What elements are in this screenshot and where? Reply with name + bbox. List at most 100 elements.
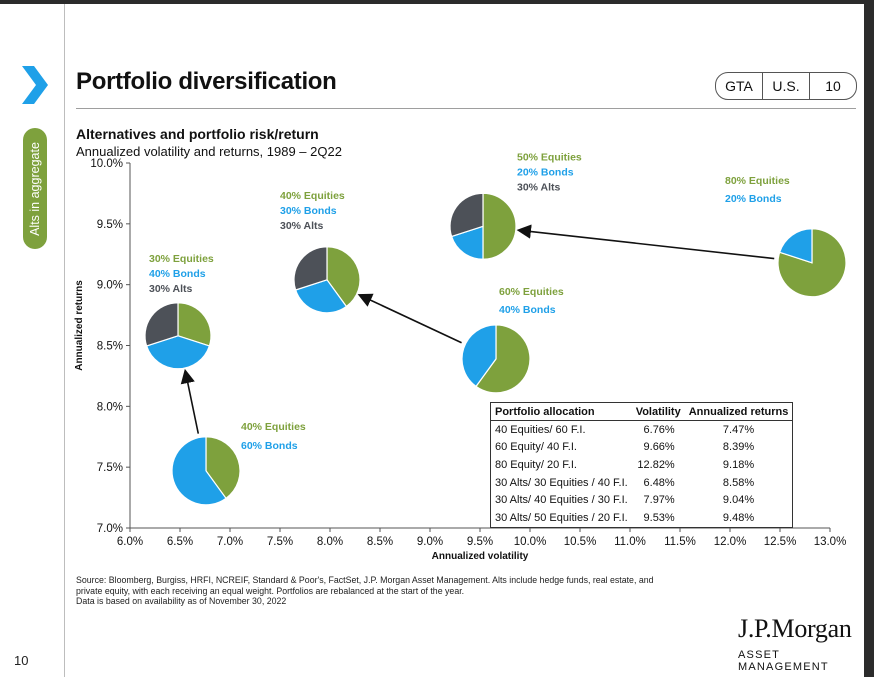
cell-allocation: 30 Alts/ 30 Equities / 40 F.I. bbox=[495, 476, 628, 489]
cell-volatility: 9.66% bbox=[643, 441, 675, 454]
pie-slice-equities bbox=[777, 228, 847, 298]
pie-slice-bonds bbox=[461, 324, 497, 388]
data-label: 60% Equities bbox=[499, 286, 564, 298]
pie-slice-bonds bbox=[145, 335, 211, 370]
cell-volatility: 9.53% bbox=[643, 511, 675, 524]
left-sidebar: Alts in aggregate 10 bbox=[0, 4, 65, 677]
cell-allocation: 80 Equity/ 20 F.I. bbox=[495, 458, 577, 471]
table-row: 30 Alts/ 40 Equities / 30 F.I. 7.97% 9.04% bbox=[491, 491, 793, 509]
cell-volatility: 7.97% bbox=[643, 494, 675, 507]
x-tick-label: 10.0% bbox=[514, 536, 547, 548]
y-tick-label: 9.0% bbox=[97, 280, 123, 292]
scatter-chart: 6.0% 6.5% 7.0% 7.5% 8.0% 8.5% 9.0% 9.5% 10.0% 10.… bbox=[74, 151, 847, 562]
data-label: 80% Equities bbox=[725, 175, 790, 187]
x-tick-label: 7.5% bbox=[267, 536, 293, 548]
pie-slice-alts bbox=[293, 246, 328, 291]
arrow bbox=[516, 224, 775, 260]
table-row: 80 Equity/ 20 F.I. 12.82% 9.18% bbox=[491, 456, 793, 474]
pie-slice-equities bbox=[177, 302, 212, 347]
cell-allocation: 30 Alts/ 50 Equities / 20 F.I. bbox=[495, 511, 628, 524]
x-tick-label: 9.5% bbox=[467, 536, 493, 548]
y-tick-label: 7.5% bbox=[97, 462, 123, 474]
cell-returns: 9.18% bbox=[722, 458, 755, 471]
x-tick-label: 11.5% bbox=[664, 536, 696, 548]
y-tick-label: 8.0% bbox=[97, 401, 123, 413]
pie-slice-equities bbox=[205, 436, 241, 500]
allocation-table: Portfolio allocation Volatility Annualiz… bbox=[490, 402, 794, 528]
chart-subtitle: Annualized volatility and returns, 1989 … bbox=[76, 144, 342, 159]
source-line: Source: Bloomberg, Burgiss, HRFI, NCREIF… bbox=[76, 575, 654, 585]
header-volatility: Volatility bbox=[631, 402, 685, 421]
x-tick-label: 6.5% bbox=[167, 536, 193, 548]
table-header-row: Portfolio allocation Volatility Annualiz… bbox=[490, 402, 793, 421]
slide: Alts in aggregate 10 Portfolio diversifi… bbox=[0, 4, 864, 677]
chart-title: Alternatives and portfolio risk/return bbox=[76, 126, 319, 142]
x-tick-label: 7.0% bbox=[217, 536, 243, 548]
data-label: 20% Bonds bbox=[517, 166, 574, 178]
data-label: 40% Equities bbox=[280, 190, 345, 202]
y-axis-title: Annualized returns bbox=[74, 280, 85, 371]
table-row: 60 Equity/ 40 F.I. 9.66% 8.39% bbox=[491, 439, 793, 457]
arrow bbox=[180, 368, 200, 434]
table-row: 30 Alts/ 50 Equities / 20 F.I. 9.53% 9.48% bbox=[491, 509, 793, 527]
y-tick-label: 7.0% bbox=[97, 523, 123, 535]
x-tick-label: 6.0% bbox=[117, 536, 143, 548]
data-label: 40% Bonds bbox=[149, 268, 206, 280]
x-tick-label: 9.0% bbox=[417, 536, 443, 548]
pie-slice-bonds bbox=[171, 436, 227, 506]
arrow bbox=[357, 293, 462, 344]
x-tick-label: 10.5% bbox=[564, 536, 597, 548]
tag-region[interactable]: U.S. bbox=[762, 73, 809, 99]
data-label: 40% Bonds bbox=[499, 304, 556, 316]
table-row: 30 Alts/ 30 Equities / 40 F.I. 6.48% 8.58% bbox=[491, 474, 793, 492]
y-tick-label: 9.5% bbox=[97, 219, 123, 231]
tag-group: GTA U.S. 10 bbox=[715, 72, 857, 100]
x-tick-label: 12.5% bbox=[764, 536, 797, 548]
header-allocation: Portfolio allocation bbox=[490, 402, 632, 421]
page-number: 10 bbox=[14, 653, 29, 668]
cell-allocation: 60 Equity/ 40 F.I. bbox=[495, 441, 577, 454]
tag-page[interactable]: 10 bbox=[809, 73, 856, 99]
x-tick-label: 13.0% bbox=[814, 536, 847, 548]
x-tick-label: 12.0% bbox=[714, 536, 747, 548]
data-label: 30% Alts bbox=[280, 220, 324, 232]
pie-slice-equities bbox=[475, 324, 531, 394]
data-label: 40% Equities bbox=[241, 421, 306, 433]
side-tab[interactable]: Alts in aggregate bbox=[23, 128, 47, 249]
x-tick-label: 8.0% bbox=[317, 536, 343, 548]
cell-volatility: 6.48% bbox=[643, 476, 675, 489]
cell-volatility: 6.76% bbox=[643, 423, 675, 436]
pie-slice-bonds bbox=[778, 228, 813, 264]
cell-returns: 8.58% bbox=[722, 476, 755, 489]
header-returns: Annualized returns bbox=[684, 402, 793, 421]
data-label: 30% Alts bbox=[149, 283, 193, 295]
data-label: 30% Alts bbox=[517, 181, 561, 193]
pie-slice-alts bbox=[449, 192, 484, 238]
logo-subtitle: ASSET MANAGEMENT bbox=[738, 649, 829, 673]
cell-allocation: 40 Equities/ 60 F.I. bbox=[495, 423, 586, 436]
cell-returns: 7.47% bbox=[722, 423, 755, 436]
chevron-right-icon[interactable] bbox=[19, 66, 49, 104]
cell-returns: 9.04% bbox=[722, 494, 755, 507]
page-title: Portfolio diversification bbox=[76, 68, 337, 95]
data-label: 20% Bonds bbox=[725, 193, 782, 205]
source-line: private equity, with each receiving an e… bbox=[76, 585, 465, 596]
source-note: Source: Bloomberg, Burgiss, HRFI, NCREIF… bbox=[76, 575, 766, 607]
cell-returns: 8.39% bbox=[722, 441, 755, 454]
source-line: Data is based on availability as of Nove… bbox=[76, 596, 287, 607]
cell-returns: 9.48% bbox=[722, 511, 755, 524]
x-axis-title: Annualized volatility bbox=[432, 551, 529, 562]
cell-allocation: 30 Alts/ 40 Equities / 30 F.I. bbox=[495, 494, 628, 507]
tag-gta[interactable]: GTA bbox=[725, 78, 753, 94]
y-tick-label: 10.0% bbox=[90, 158, 123, 170]
x-tick-label: 11.0% bbox=[614, 536, 646, 548]
data-label: 60% Bonds bbox=[241, 440, 298, 452]
data-label: 30% Equities bbox=[149, 253, 214, 265]
jpmorgan-logo: J.P.Morgan bbox=[738, 614, 852, 643]
table-row: 40 Equities/ 60 F.I. 6.76% 7.47% bbox=[491, 421, 793, 439]
cell-volatility: 12.82% bbox=[637, 458, 675, 471]
pie-slice-equities bbox=[482, 192, 517, 260]
title-divider bbox=[76, 108, 856, 109]
pie-slice-bonds bbox=[294, 279, 348, 314]
y-tick-label: 8.5% bbox=[97, 341, 123, 353]
